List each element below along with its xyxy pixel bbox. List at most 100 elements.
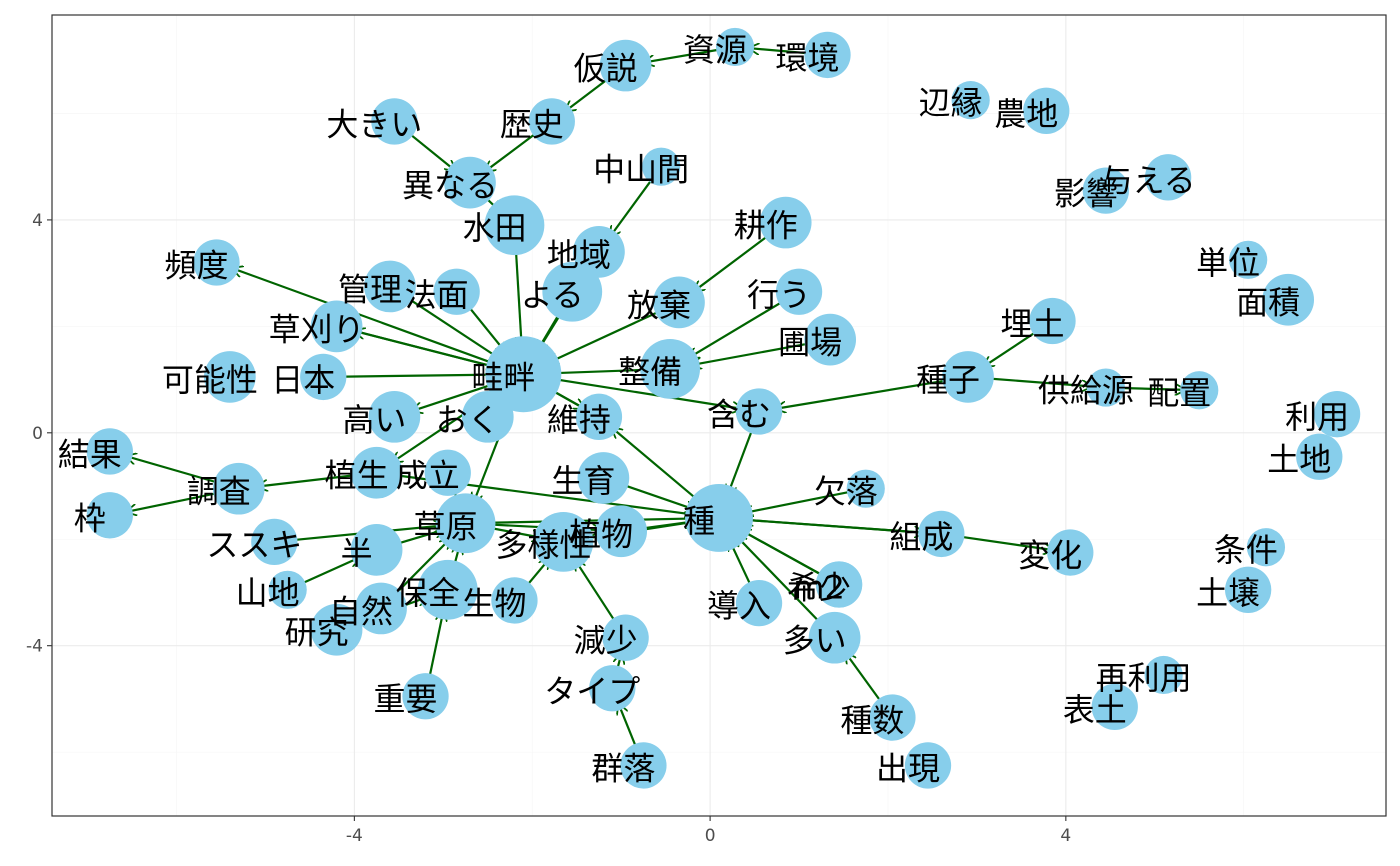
arrow-管理-畦畔 xyxy=(402,294,501,360)
label-37: 結果 xyxy=(58,435,122,473)
label-70: 群落 xyxy=(591,749,655,787)
label-32: 利用 xyxy=(1285,398,1349,436)
point-71 xyxy=(904,742,952,789)
x-tick-label: 4 xyxy=(1060,826,1071,846)
label-47: 植物 xyxy=(569,515,633,553)
label-49: 組成 xyxy=(889,518,953,556)
label-52: 変化 xyxy=(1018,537,1082,575)
point-29 xyxy=(942,351,994,403)
point-15 xyxy=(1229,240,1268,279)
point-21 xyxy=(653,276,705,329)
point-63 xyxy=(808,611,861,664)
arrow-組成-変化 xyxy=(954,534,1054,550)
arrow-畦畔-含む xyxy=(545,376,743,409)
arrow-含む-種 xyxy=(727,424,756,496)
point-48 xyxy=(533,512,594,572)
point-1 xyxy=(804,31,851,79)
y-tick-label: 0 xyxy=(32,424,43,444)
arrow-行う-整備 xyxy=(688,297,788,358)
point-35 xyxy=(575,393,623,440)
point-42 xyxy=(577,452,630,504)
point-53 xyxy=(1246,528,1286,567)
arrow-多い-種 xyxy=(736,535,825,628)
point-30 xyxy=(1086,368,1125,407)
label-18: よる xyxy=(521,276,584,314)
point-6 xyxy=(528,98,575,145)
label-35: 維持 xyxy=(547,401,611,439)
point-22 xyxy=(1029,297,1076,345)
point-41 xyxy=(212,462,265,515)
point-34 xyxy=(461,390,514,443)
label-67: 重要 xyxy=(374,680,438,718)
arrow-種-組成 xyxy=(739,518,925,532)
label-21: 放棄 xyxy=(627,286,691,324)
label-26: 日本 xyxy=(271,361,335,399)
arrow-供給源-配置 xyxy=(1117,388,1186,390)
point-57 xyxy=(1225,566,1272,613)
label-54: 希少 xyxy=(787,568,851,606)
point-23 xyxy=(310,300,363,353)
label-42: 生育 xyxy=(551,462,615,500)
label-64: 減少 xyxy=(574,622,638,660)
point-36 xyxy=(735,388,783,435)
arrow-放棄-畦畔 xyxy=(547,307,666,363)
label-24: 圃場 xyxy=(778,324,842,362)
x-tick-label: -4 xyxy=(346,826,363,846)
label-66: 表土 xyxy=(1063,691,1127,729)
arrow-山地-半 xyxy=(297,557,360,587)
y-tick-label: 4 xyxy=(32,211,43,231)
point-33 xyxy=(368,390,421,443)
arrow-生育-種 xyxy=(617,482,696,510)
label-15: 単位 xyxy=(1196,244,1260,282)
panel-border xyxy=(51,14,1387,817)
label-19: 面積 xyxy=(1236,284,1300,322)
point-2 xyxy=(599,39,652,92)
point-50 xyxy=(251,518,298,566)
point-32 xyxy=(1313,391,1361,438)
label-68: タイプ xyxy=(544,672,640,710)
arrow-圃場-整備 xyxy=(691,341,816,365)
label-43: 欠落 xyxy=(814,473,878,511)
y-tick-label: -4 xyxy=(26,637,43,657)
arrow-植生-調査 xyxy=(257,473,362,486)
point-3 xyxy=(951,81,990,120)
point-0 xyxy=(715,27,755,67)
arrow-調査-結果 xyxy=(125,456,225,486)
label-69: 種数 xyxy=(840,702,904,740)
arrow-畦畔-頻度 xyxy=(232,268,503,368)
label-11: 水田 xyxy=(462,209,526,247)
arrow-重要-保全 xyxy=(427,610,443,683)
point-56 xyxy=(268,570,307,609)
point-67 xyxy=(402,673,449,720)
point-66 xyxy=(1091,683,1138,731)
point-27 xyxy=(485,336,562,413)
label-61: 自然 xyxy=(329,592,393,630)
x-tick-label: 0 xyxy=(705,826,716,846)
arrow-種子-含む xyxy=(775,378,953,408)
arrow-自然-草原 xyxy=(391,538,451,599)
arrow-耕作-放棄 xyxy=(693,230,774,292)
arrow-layer xyxy=(125,48,1186,753)
point-47 xyxy=(595,505,648,558)
arrow-m2-種 xyxy=(740,528,828,579)
label-0: 資源 xyxy=(683,31,747,69)
label-31: 配置 xyxy=(1147,374,1211,412)
label-60: m2 xyxy=(793,568,845,606)
arrow-欠落-種 xyxy=(742,489,855,513)
label-4: 農地 xyxy=(994,95,1058,133)
point-64 xyxy=(602,614,649,661)
label-17: 法面 xyxy=(405,276,469,314)
point-51 xyxy=(350,524,403,576)
arrow-環境-資源 xyxy=(748,48,814,54)
arrow-畦畔-高い xyxy=(412,380,503,411)
point-31 xyxy=(1180,371,1219,410)
label-53: 条件 xyxy=(1214,531,1278,569)
arrow-水田-畦畔 xyxy=(514,243,522,348)
point-65 xyxy=(1144,655,1183,695)
label-56: 山地 xyxy=(236,574,300,612)
point-40 xyxy=(424,449,471,496)
point-11 xyxy=(484,195,545,256)
point-58 xyxy=(491,577,538,624)
point-14 xyxy=(193,239,240,286)
